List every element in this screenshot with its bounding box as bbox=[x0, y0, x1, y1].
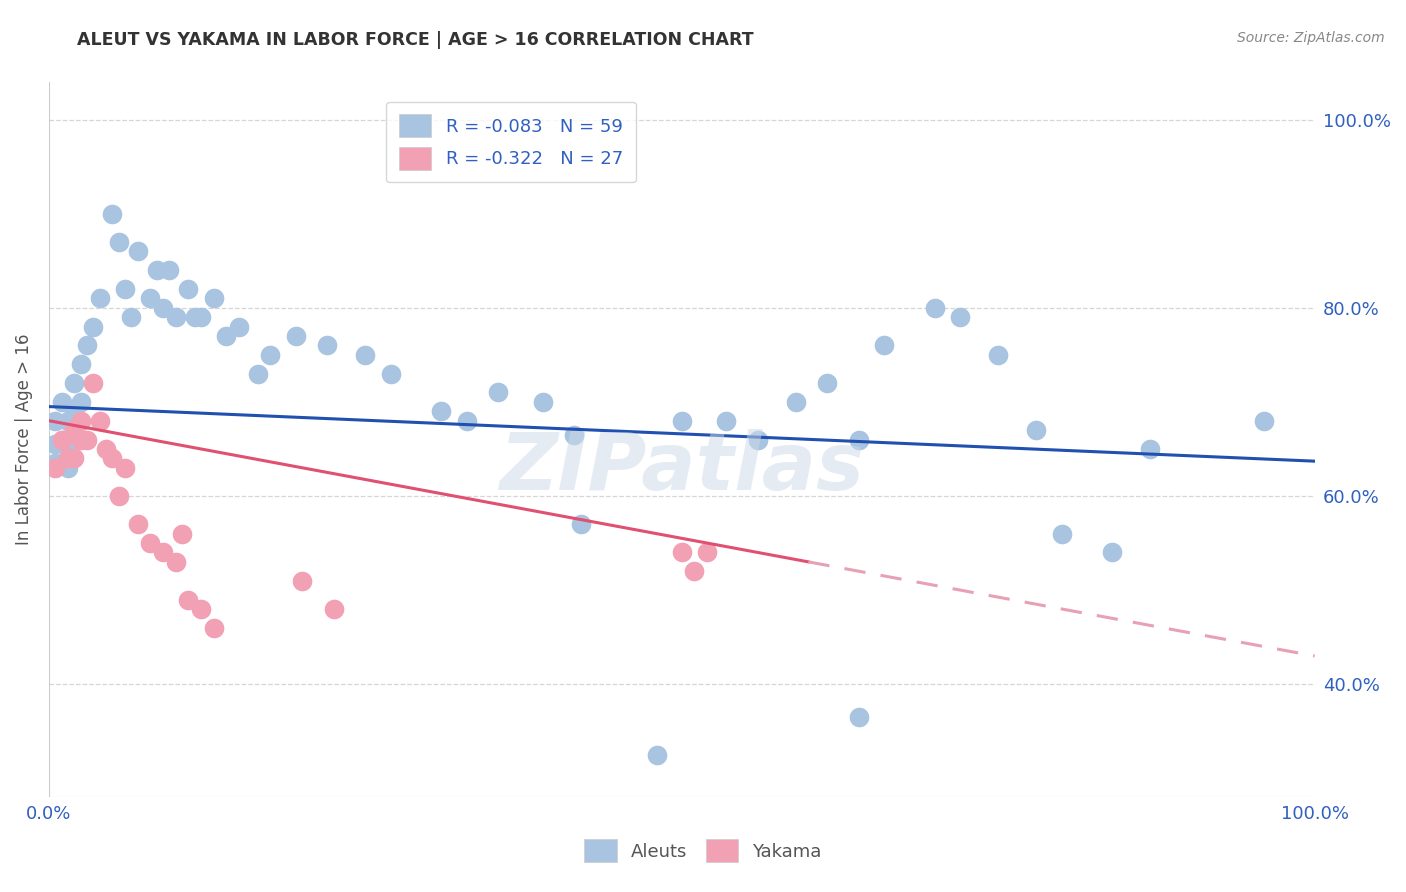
Point bbox=[120, 310, 142, 325]
Point bbox=[848, 710, 870, 724]
Legend: R = -0.083   N = 59, R = -0.322   N = 27: R = -0.083 N = 59, R = -0.322 N = 27 bbox=[387, 102, 636, 182]
Point bbox=[259, 348, 281, 362]
Point bbox=[76, 433, 98, 447]
Point bbox=[152, 301, 174, 315]
Point bbox=[165, 310, 187, 325]
Point bbox=[848, 433, 870, 447]
Point bbox=[696, 545, 718, 559]
Point bbox=[145, 263, 167, 277]
Point bbox=[456, 414, 478, 428]
Point bbox=[152, 545, 174, 559]
Point bbox=[44, 460, 66, 475]
Point bbox=[63, 433, 86, 447]
Point bbox=[139, 291, 162, 305]
Point bbox=[183, 310, 205, 325]
Point bbox=[56, 460, 79, 475]
Point bbox=[683, 564, 706, 578]
Point bbox=[94, 442, 117, 456]
Point bbox=[114, 282, 136, 296]
Point bbox=[107, 489, 129, 503]
Point bbox=[63, 451, 86, 466]
Point bbox=[101, 451, 124, 466]
Point bbox=[430, 404, 453, 418]
Point bbox=[815, 376, 838, 390]
Point bbox=[291, 574, 314, 588]
Point bbox=[69, 395, 91, 409]
Point bbox=[82, 376, 104, 390]
Point bbox=[531, 395, 554, 409]
Point bbox=[569, 517, 592, 532]
Point bbox=[987, 348, 1010, 362]
Point bbox=[924, 301, 946, 315]
Point bbox=[246, 367, 269, 381]
Point bbox=[747, 433, 769, 447]
Text: ZIPatlas: ZIPatlas bbox=[499, 429, 865, 508]
Point bbox=[1139, 442, 1161, 456]
Point bbox=[202, 291, 225, 305]
Point bbox=[44, 414, 66, 428]
Point bbox=[69, 414, 91, 428]
Point bbox=[114, 460, 136, 475]
Point bbox=[101, 207, 124, 221]
Point bbox=[202, 621, 225, 635]
Point bbox=[177, 592, 200, 607]
Point bbox=[177, 282, 200, 296]
Point bbox=[190, 310, 212, 325]
Text: ALEUT VS YAKAMA IN LABOR FORCE | AGE > 16 CORRELATION CHART: ALEUT VS YAKAMA IN LABOR FORCE | AGE > 1… bbox=[77, 31, 754, 49]
Point bbox=[89, 414, 111, 428]
Point bbox=[562, 427, 585, 442]
Point bbox=[1025, 423, 1047, 437]
Point bbox=[1101, 545, 1123, 559]
Point bbox=[44, 437, 66, 451]
Point bbox=[645, 747, 668, 762]
Point bbox=[51, 433, 73, 447]
Point bbox=[63, 404, 86, 418]
Point bbox=[63, 376, 86, 390]
Point bbox=[63, 423, 86, 437]
Y-axis label: In Labor Force | Age > 16: In Labor Force | Age > 16 bbox=[15, 334, 32, 545]
Point bbox=[139, 536, 162, 550]
Point bbox=[56, 451, 79, 466]
Point bbox=[127, 517, 149, 532]
Point bbox=[873, 338, 896, 352]
Point bbox=[671, 545, 693, 559]
Point bbox=[89, 291, 111, 305]
Point bbox=[190, 602, 212, 616]
Point bbox=[1253, 414, 1275, 428]
Point bbox=[785, 395, 807, 409]
Point bbox=[69, 433, 91, 447]
Point bbox=[949, 310, 972, 325]
Point bbox=[44, 456, 66, 470]
Point bbox=[76, 338, 98, 352]
Point bbox=[714, 414, 737, 428]
Point bbox=[284, 329, 307, 343]
Point bbox=[1050, 526, 1073, 541]
Point bbox=[322, 602, 344, 616]
Point bbox=[316, 338, 339, 352]
Point bbox=[354, 348, 377, 362]
Point bbox=[165, 555, 187, 569]
Point bbox=[51, 395, 73, 409]
Point bbox=[107, 235, 129, 249]
Point bbox=[228, 319, 250, 334]
Point bbox=[215, 329, 238, 343]
Legend: Aleuts, Yakama: Aleuts, Yakama bbox=[576, 832, 830, 870]
Point bbox=[671, 414, 693, 428]
Point bbox=[56, 414, 79, 428]
Point bbox=[56, 442, 79, 456]
Point bbox=[51, 433, 73, 447]
Point bbox=[69, 357, 91, 371]
Point bbox=[127, 244, 149, 259]
Point bbox=[157, 263, 180, 277]
Point bbox=[380, 367, 402, 381]
Point bbox=[486, 385, 509, 400]
Point bbox=[170, 526, 193, 541]
Text: Source: ZipAtlas.com: Source: ZipAtlas.com bbox=[1237, 31, 1385, 45]
Point bbox=[82, 319, 104, 334]
